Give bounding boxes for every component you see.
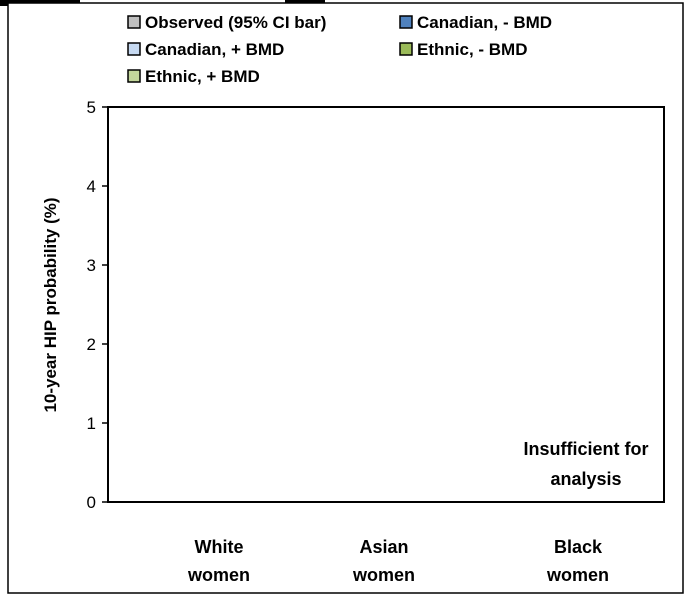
plot-area (107, 106, 665, 503)
x-category-label: women (187, 565, 250, 585)
x-category-label: women (352, 565, 415, 585)
x-category-label: Asian (359, 537, 408, 557)
y-axis-title: 10-year HIP probability (%) (41, 197, 60, 412)
legend-swatch (127, 69, 141, 83)
x-category-label: White (195, 537, 244, 557)
x-category-label: women (546, 565, 609, 585)
annotation-text: Insufficient for (524, 439, 649, 459)
category-labels: White women Asian women Black women (187, 537, 609, 585)
y-tick-labels: 0 1 2 3 4 5 (87, 98, 96, 512)
y-tick-label: 3 (87, 256, 96, 275)
y-tick-label: 1 (87, 414, 96, 433)
y-tick-label: 0 (87, 493, 96, 512)
legend-label: Observed (95% CI bar) (145, 13, 326, 32)
y-tick-label: 5 (87, 98, 96, 117)
legend-label: Canadian, - BMD (417, 13, 552, 32)
y-tick-label: 4 (87, 177, 96, 196)
legend-label: Ethnic, - BMD (417, 40, 528, 59)
legend-swatch (399, 15, 413, 29)
x-category-label: Black (554, 537, 603, 557)
legend-label: Ethnic, + BMD (145, 67, 260, 86)
legend: Observed (95% CI bar) Canadian, - BMD Cana… (127, 13, 552, 86)
axes (102, 106, 665, 503)
legend-swatch (127, 15, 141, 29)
annotations: Insufficient for analysis (524, 439, 649, 489)
legend-swatch (127, 42, 141, 56)
legend-label: Canadian, + BMD (145, 40, 284, 59)
annotation-text: analysis (550, 469, 621, 489)
y-tick-label: 2 (87, 335, 96, 354)
legend-swatch (399, 42, 413, 56)
